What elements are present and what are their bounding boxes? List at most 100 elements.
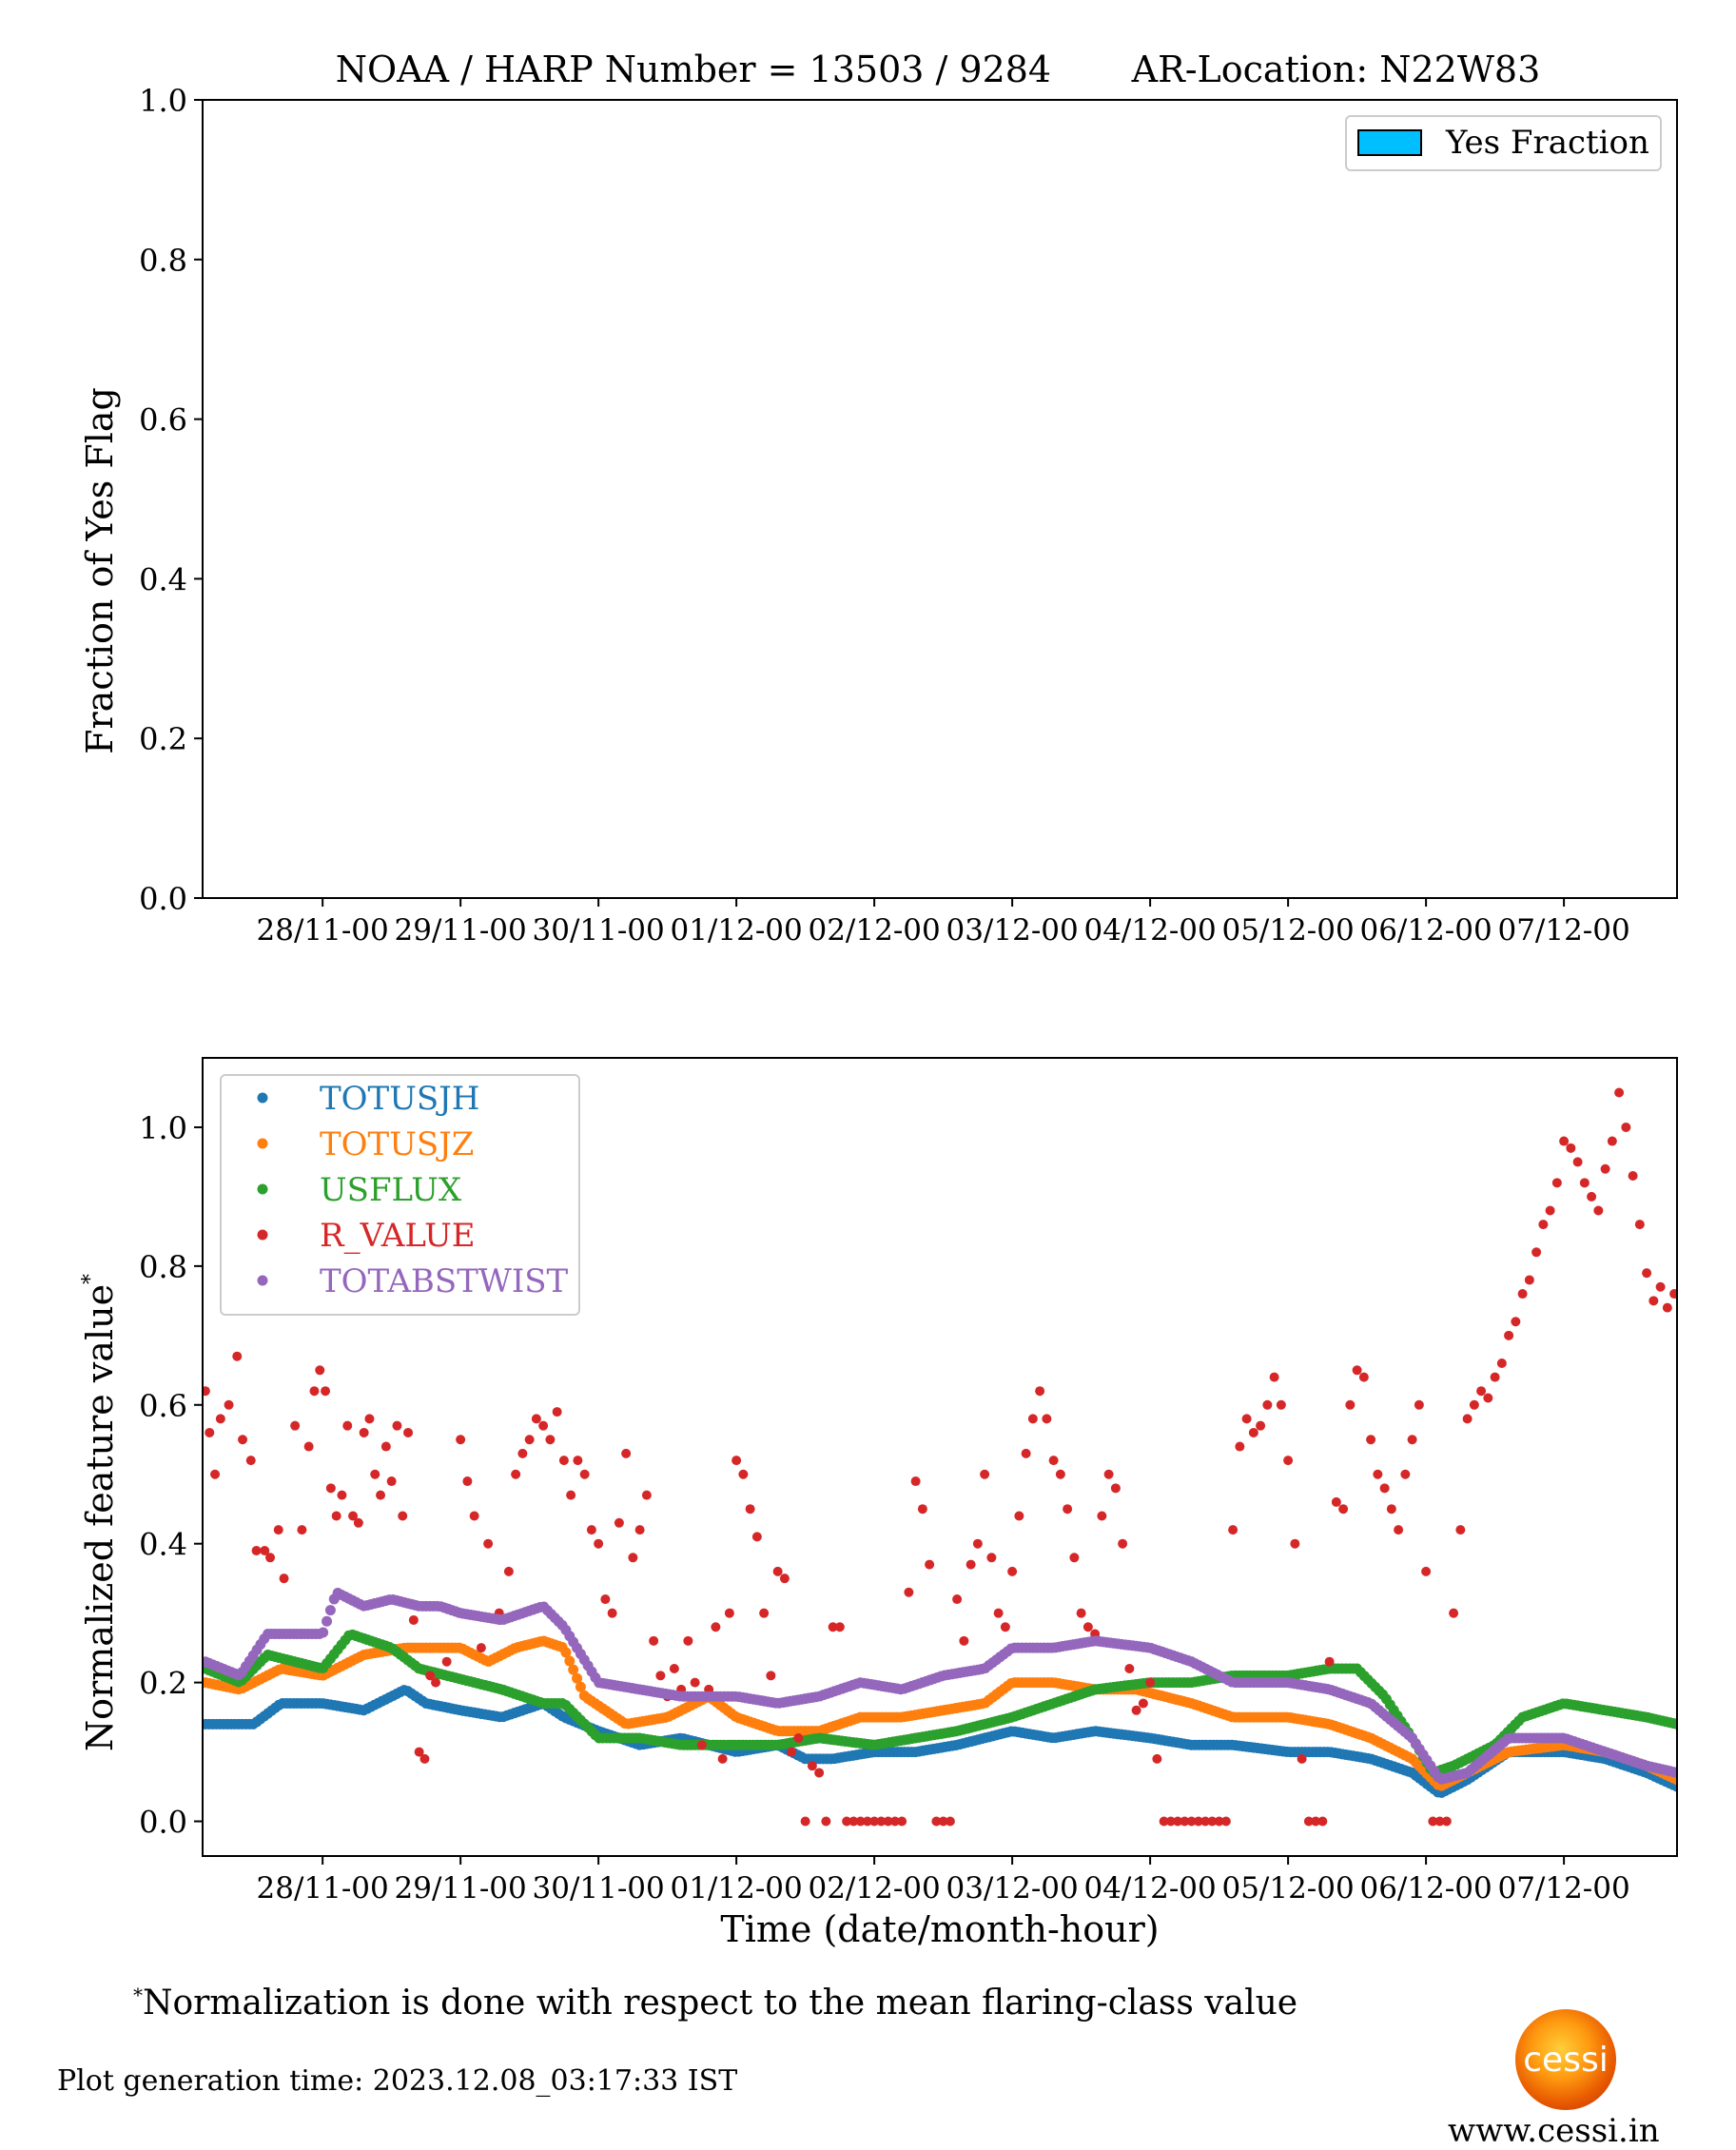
bottom-legend: TOTUSJH TOTUSJZ USFLUX R_VALUE TOTABSTWIST xyxy=(220,1074,580,1316)
yes-fraction-swatch xyxy=(1357,129,1422,156)
totusjh-legend-marker xyxy=(257,1092,268,1104)
r-value-point xyxy=(380,1441,391,1452)
r-value-point xyxy=(1642,1268,1652,1279)
r-value-point xyxy=(1476,1386,1487,1397)
r-value-point xyxy=(1483,1393,1493,1403)
totabstwist-point xyxy=(324,1605,336,1616)
r-value-point xyxy=(1262,1399,1273,1410)
top-y-ticks: 0.0 0.2 0.4 0.6 0.8 1.0 xyxy=(139,83,203,917)
usflux-legend-label: USFLUX xyxy=(320,1171,462,1209)
r-value-point xyxy=(848,1816,859,1827)
top-x-tick-label: 03/12-00 xyxy=(946,913,1078,948)
r-value-point xyxy=(1441,1816,1452,1827)
r-value-point xyxy=(545,1435,556,1445)
top-x-tick-label: 05/12-00 xyxy=(1221,913,1354,948)
r-value-point xyxy=(205,1427,215,1437)
r-value-point xyxy=(1428,1816,1438,1827)
totusjz-point xyxy=(568,1664,579,1675)
top-x-tick-label: 30/11-00 xyxy=(533,913,665,948)
bottom-y-tick-label: 0.6 xyxy=(139,1388,187,1424)
r-value-point xyxy=(1076,1608,1086,1618)
top-plot-frame xyxy=(202,99,1678,899)
r-value-point xyxy=(1469,1399,1479,1410)
bottom-x-tick-label: 02/12-00 xyxy=(808,1871,940,1906)
bottom-x-tick-label: 07/12-00 xyxy=(1497,1871,1629,1906)
bottom-y-tick-label: 1.0 xyxy=(139,1110,187,1146)
r-value-point xyxy=(1579,1178,1590,1188)
r-value-point xyxy=(628,1553,638,1563)
bottom-y-axis-label-sup: * xyxy=(79,1274,103,1284)
r-value-point xyxy=(1421,1566,1432,1576)
r-value-point xyxy=(315,1365,325,1376)
r-value-point xyxy=(696,1740,707,1750)
r-value-point xyxy=(952,1594,963,1605)
top-legend: Yes Fraction xyxy=(1345,115,1662,171)
r-value-point xyxy=(1083,1622,1093,1632)
r-value-point xyxy=(1338,1504,1349,1515)
r-value-point xyxy=(938,1816,948,1827)
r-value-point xyxy=(1490,1372,1500,1382)
r-value-point xyxy=(1394,1525,1404,1535)
website-url: www.cessi.in xyxy=(1448,2112,1660,2150)
r-value-point xyxy=(1407,1435,1417,1445)
r-value-point xyxy=(649,1635,659,1646)
r-value-point xyxy=(614,1517,624,1528)
r-value-point xyxy=(419,1753,430,1764)
r-value-point xyxy=(290,1420,301,1431)
totabstwist-legend-marker xyxy=(257,1275,268,1286)
r-value-point xyxy=(1366,1435,1376,1445)
r-value-point xyxy=(342,1420,353,1431)
r-value-point xyxy=(980,1469,990,1479)
r-value-point xyxy=(986,1553,997,1563)
r-value-point xyxy=(359,1427,369,1437)
r-value-point xyxy=(745,1504,755,1515)
r-value-legend-label: R_VALUE xyxy=(320,1217,476,1255)
totusjz-point xyxy=(575,1681,586,1692)
r-value-point xyxy=(456,1435,466,1445)
r-value-point xyxy=(1200,1816,1211,1827)
r-value-point xyxy=(772,1566,783,1576)
r-value-point xyxy=(931,1816,942,1827)
plot-generation-time: Plot generation time: 2023.12.08_03:17:3… xyxy=(57,2064,738,2098)
totusjh-legend-label: TOTUSJH xyxy=(320,1080,479,1118)
r-value-point xyxy=(1587,1191,1597,1202)
r-value-point xyxy=(524,1435,535,1445)
r-value-point xyxy=(594,1538,604,1549)
r-value-point xyxy=(814,1768,825,1778)
r-value-point xyxy=(1138,1698,1148,1709)
top-panel: NOAA / HARP Number = 13503 / 9284 AR-Loc… xyxy=(79,49,1678,948)
r-value-point xyxy=(511,1469,521,1479)
r-value-point xyxy=(807,1761,817,1771)
r-value-point xyxy=(1063,1504,1073,1515)
r-value-point xyxy=(1042,1414,1052,1424)
r-value-point xyxy=(573,1456,583,1466)
bottom-x-tick-label: 03/12-00 xyxy=(946,1871,1078,1906)
r-value-point xyxy=(1331,1496,1341,1507)
r-value-point xyxy=(1118,1538,1128,1549)
r-value-point xyxy=(1345,1399,1356,1410)
r-value-point xyxy=(724,1608,734,1618)
r-value-point xyxy=(993,1608,1004,1618)
bottom-legend-box xyxy=(220,1074,580,1316)
r-value-point xyxy=(1256,1420,1266,1431)
r-value-point xyxy=(1628,1171,1638,1182)
r-value-point xyxy=(1496,1358,1507,1369)
r-value-point xyxy=(1386,1504,1396,1515)
r-value-point xyxy=(1524,1275,1534,1285)
r-value-point xyxy=(348,1511,359,1521)
r-value-point xyxy=(717,1753,728,1764)
r-value-point xyxy=(683,1635,693,1646)
r-value-point xyxy=(273,1525,283,1535)
r-value-point xyxy=(1297,1753,1307,1764)
r-value-point xyxy=(1551,1178,1562,1188)
usflux-legend-marker xyxy=(257,1183,268,1195)
top-x-tick-label: 28/11-00 xyxy=(257,913,389,948)
r-value-point xyxy=(1269,1372,1279,1382)
r-value-point xyxy=(552,1407,562,1417)
r-value-point xyxy=(476,1643,486,1653)
r-value-point xyxy=(1248,1427,1258,1437)
r-value-point xyxy=(669,1664,679,1674)
r-value-point xyxy=(238,1435,248,1445)
r-value-point xyxy=(766,1671,776,1681)
top-y-axis-label: Fraction of Yes Flag xyxy=(79,387,121,754)
